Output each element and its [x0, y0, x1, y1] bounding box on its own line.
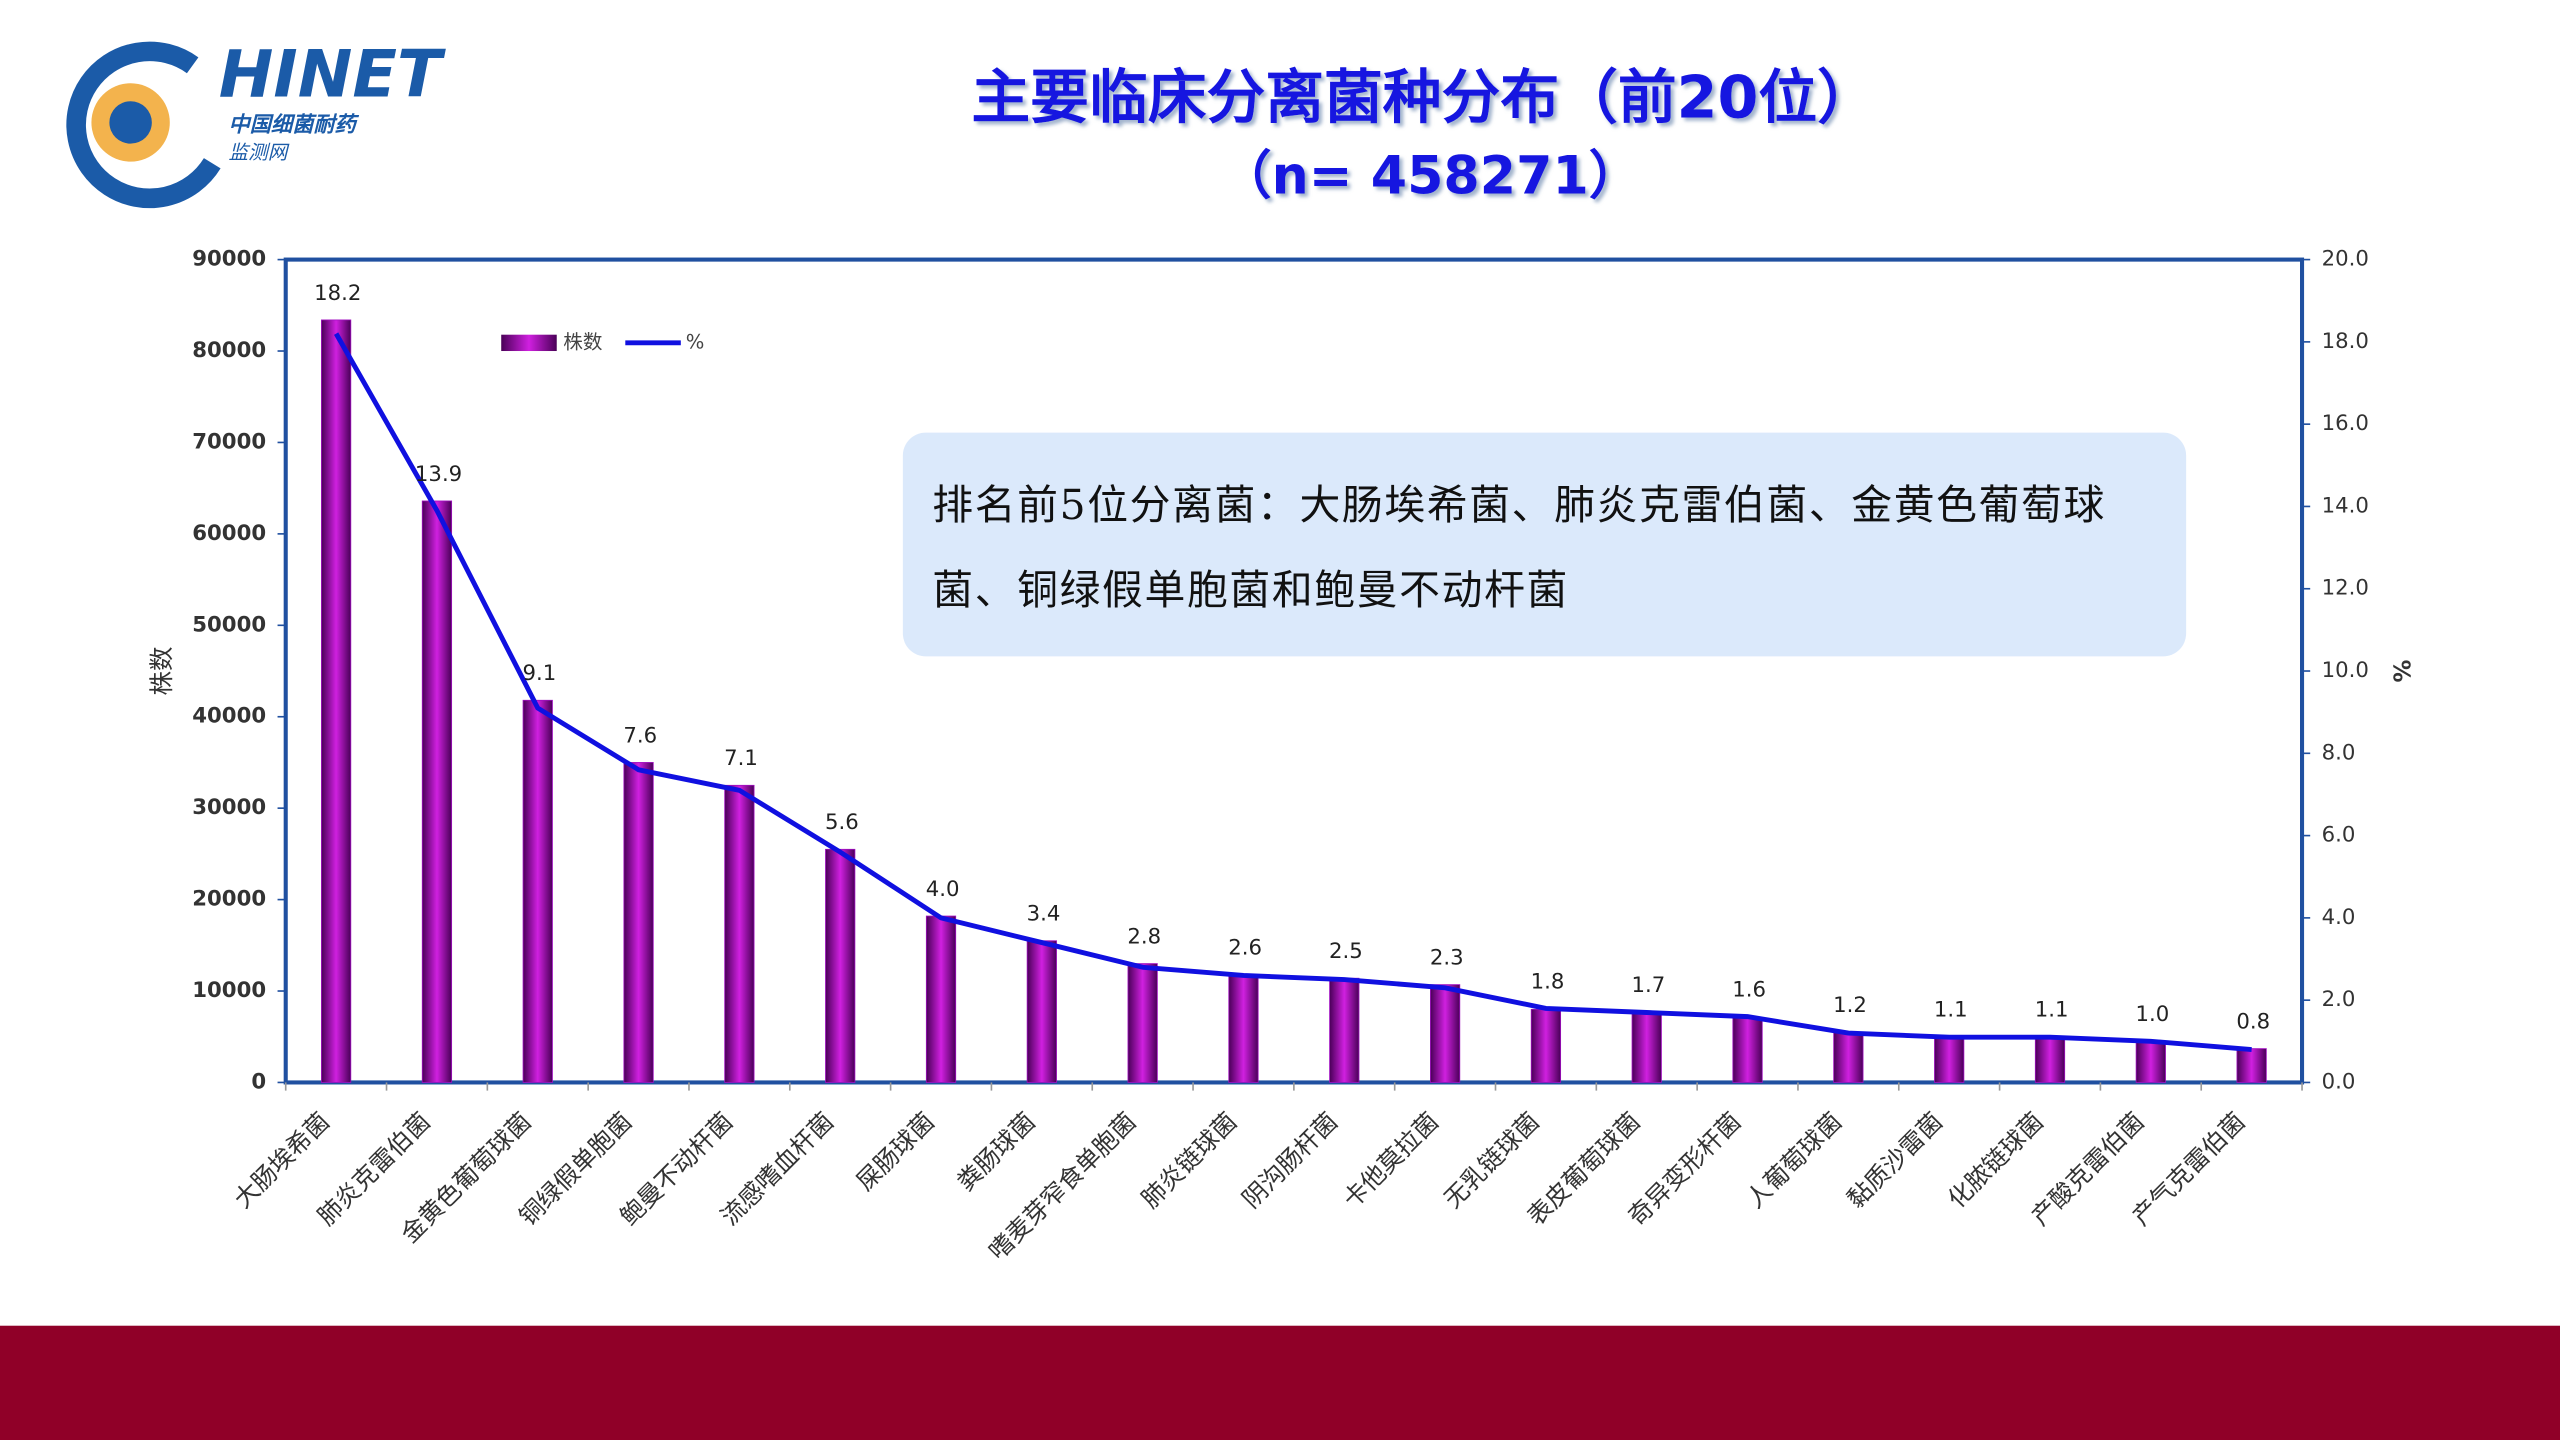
data-label: 1.1 — [2035, 998, 2069, 1023]
logo: HINET 中国细菌耐药 监测网 — [66, 36, 446, 209]
y-axis-label: 株数 — [147, 647, 176, 696]
y2-tick-label: 6.0 — [2322, 823, 2356, 848]
x-tick-label: 屎肠球菌 — [850, 1107, 940, 1197]
y2-tick-label: 12.0 — [2322, 576, 2369, 601]
bar — [522, 699, 553, 1083]
bar — [1934, 1036, 1965, 1083]
data-label: 2.8 — [1127, 924, 1161, 949]
data-label: 1.1 — [1934, 998, 1968, 1023]
y-tick-label: 40000 — [192, 704, 266, 729]
y-tick-label: 80000 — [192, 338, 266, 363]
data-label: 1.7 — [1631, 973, 1665, 998]
legend-swatch — [501, 334, 557, 352]
y-tick-label: 0 — [251, 1069, 266, 1094]
bar — [421, 500, 453, 1083]
bar — [1026, 940, 1057, 1083]
x-tick-label: 卡他莫拉菌 — [1337, 1107, 1444, 1214]
y-tick-label: 10000 — [192, 978, 266, 1003]
x-tick-label: 大肠埃希菌 — [228, 1107, 335, 1214]
data-label: 1.2 — [1833, 993, 1867, 1018]
chart-subtitle: （n= 458271） — [1219, 147, 1641, 207]
bar — [2034, 1036, 2066, 1083]
footer-band — [0, 1325, 2560, 1440]
x-tick-label: 肺炎链球菌 — [1135, 1107, 1242, 1214]
y2-tick-label: 16.0 — [2322, 411, 2369, 436]
bar — [623, 762, 654, 1083]
bar — [1127, 963, 1158, 1083]
y-tick-label: 60000 — [192, 521, 266, 546]
bar — [1631, 1011, 1662, 1083]
plot-frame — [283, 257, 2305, 1085]
bar — [1228, 974, 1259, 1083]
data-label: 1.6 — [1732, 977, 1766, 1002]
logo-line: 中国细菌耐药 — [229, 113, 360, 138]
logo-line: 监测网 — [229, 141, 290, 164]
y2-tick-label: 10.0 — [2322, 658, 2369, 683]
x-tick-label: 黏质沙雷菌 — [1841, 1107, 1948, 1214]
data-label: 2.3 — [1430, 945, 1464, 970]
y2-tick-label: 14.0 — [2322, 493, 2369, 518]
data-label: 1.0 — [2136, 1002, 2170, 1027]
bar — [1430, 984, 1461, 1083]
x-tick-label: 人葡萄球菌 — [1740, 1107, 1847, 1214]
annotation: 排名前5位分离菌：大肠埃希菌、肺炎克雷伯菌、金黄色葡萄球菌、铜绿假单胞菌和鲍曼不… — [932, 481, 2106, 614]
chart-title: 主要临床分离菌种分布（前20位） — [971, 62, 1876, 131]
bar — [925, 915, 957, 1083]
data-label: 7.6 — [623, 723, 657, 748]
y2-tick-label: 20.0 — [2322, 247, 2369, 272]
legend-label: % — [686, 330, 705, 353]
y-tick-label: 20000 — [192, 887, 266, 912]
y-tick-label: 90000 — [192, 247, 266, 272]
data-label: 1.8 — [1531, 969, 1565, 994]
y-tick-label: 30000 — [192, 795, 266, 820]
y2-tick-label: 0.0 — [2322, 1069, 2356, 1094]
x-tick-label: 粪肠球菌 — [951, 1107, 1041, 1197]
bar — [1833, 1031, 1864, 1083]
y2-axis-label: % — [2388, 660, 2414, 683]
bar — [321, 319, 352, 1083]
bar — [825, 848, 856, 1083]
logo-dots — [109, 101, 152, 144]
data-label: 2.6 — [1228, 935, 1262, 960]
y2-tick-label: 4.0 — [2322, 905, 2356, 930]
data-label: 4.0 — [926, 877, 960, 902]
x-tick-label: 阴沟肠杆菌 — [1236, 1107, 1343, 1214]
y2-tick-label: 18.0 — [2322, 329, 2369, 354]
data-label: 9.1 — [523, 661, 557, 686]
data-label: 2.5 — [1329, 939, 1363, 964]
y2-tick-label: 2.0 — [2322, 987, 2356, 1012]
bar — [2135, 1040, 2166, 1083]
data-label: 0.8 — [2236, 1009, 2270, 1034]
y-tick-label: 50000 — [192, 612, 266, 637]
y2-tick-label: 8.0 — [2322, 740, 2356, 765]
logo-ring — [66, 41, 221, 209]
annotation-text: 排名前5位分离菌：大肠埃希菌、肺炎克雷伯菌、金黄色葡萄球菌、铜绿假单胞菌和鲍曼不… — [932, 481, 2106, 614]
bar — [1732, 1017, 1763, 1083]
x-tick-label: 无乳链球菌 — [1438, 1107, 1545, 1214]
data-label: 13.9 — [415, 462, 462, 487]
y-tick-label: 70000 — [192, 429, 266, 454]
x-tick-label: 化脓链球菌 — [1942, 1107, 2049, 1214]
logo-text: HINET — [219, 36, 446, 112]
bar — [1329, 977, 1360, 1083]
data-label: 5.6 — [825, 810, 859, 835]
bar — [1530, 1008, 1562, 1083]
data-label: 3.4 — [1027, 902, 1061, 927]
data-label: 7.1 — [724, 746, 758, 771]
annotation-box — [902, 432, 2187, 657]
bar — [724, 784, 755, 1083]
data-label: 18.2 — [314, 281, 361, 306]
legend-label: 株数 — [563, 330, 603, 353]
bar — [2236, 1048, 2267, 1083]
line — [333, 332, 2252, 1052]
